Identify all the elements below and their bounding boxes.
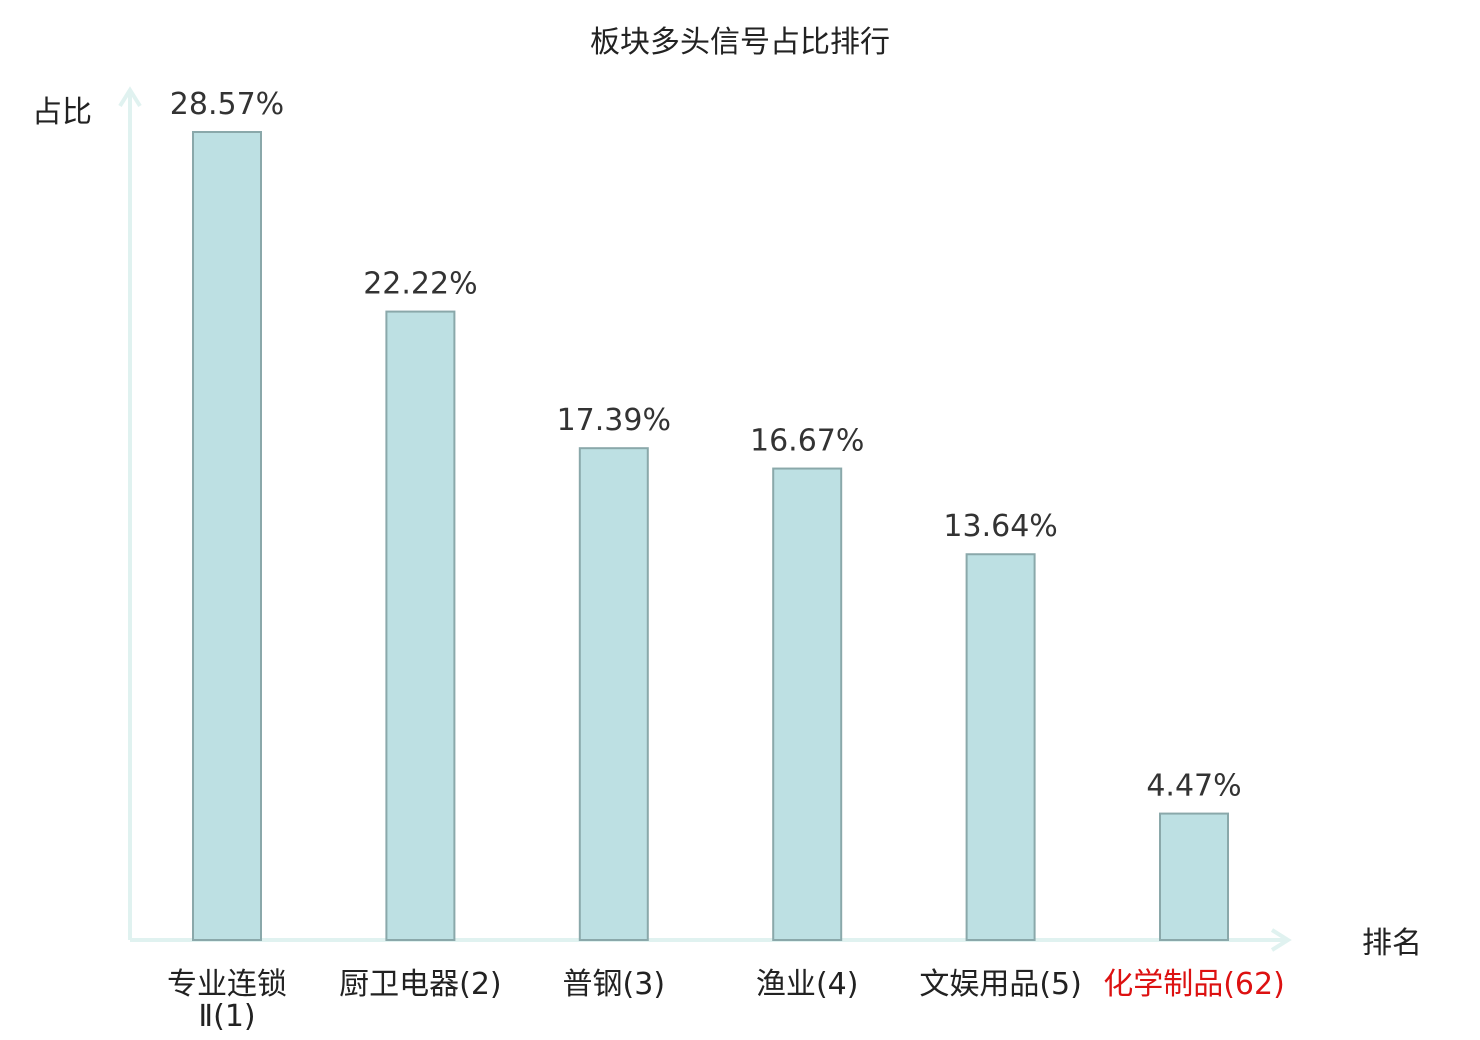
category-name: 渔业 [756,967,816,1002]
y-axis-arrow-icon [118,86,142,108]
category-label-2: 厨卫电器(2) [339,967,502,1002]
value-label-6: 4.47% [1146,769,1241,804]
category-name: 普钢 [563,967,623,1002]
x-axis-label: 排名 [1362,926,1422,961]
value-label-5: 13.64% [943,509,1057,544]
category-label-5: 文娱用品(5) [919,967,1082,1002]
bars-group [192,131,1229,942]
bar-2 [385,310,456,941]
bar-1 [192,131,262,941]
category-name: 文娱用品 [919,967,1039,1002]
category-label-6: 化学制品(62) [1103,967,1285,1002]
category-label-3: 普钢(3) [563,967,666,1002]
category-label-1-line2: Ⅱ(1) [198,999,255,1034]
category-rank: (3) [623,967,666,1002]
category-rank: (5) [1039,967,1082,1002]
x-axis-arrow-icon [1270,928,1292,952]
chart-title: 板块多头信号占比排行 [590,25,890,60]
category-label-4: 渔业(4) [756,967,859,1002]
category-rank: (62) [1223,967,1285,1002]
category-rank: (2) [459,967,502,1002]
category-name: 厨卫电器 [339,967,459,1002]
bar-6 [1159,812,1229,942]
value-label-2: 22.22% [363,267,477,302]
category-name: 专业连锁 [167,967,287,1002]
value-label-3: 17.39% [557,403,671,438]
value-labels-group: 28.57% 22.22% 17.39% 16.67% 13.64% 4.47% [170,87,1242,804]
category-label-1: 专业连锁 [167,967,287,1002]
category-name: 化学制品 [1103,967,1223,1002]
bar-4 [772,467,843,941]
value-label-1: 28.57% [170,87,284,122]
bar-5 [965,553,1036,941]
category-rank: (4) [816,967,859,1002]
value-label-4: 16.67% [750,424,864,459]
y-axis-label: 占比 [32,95,92,130]
bar-3 [578,447,649,941]
